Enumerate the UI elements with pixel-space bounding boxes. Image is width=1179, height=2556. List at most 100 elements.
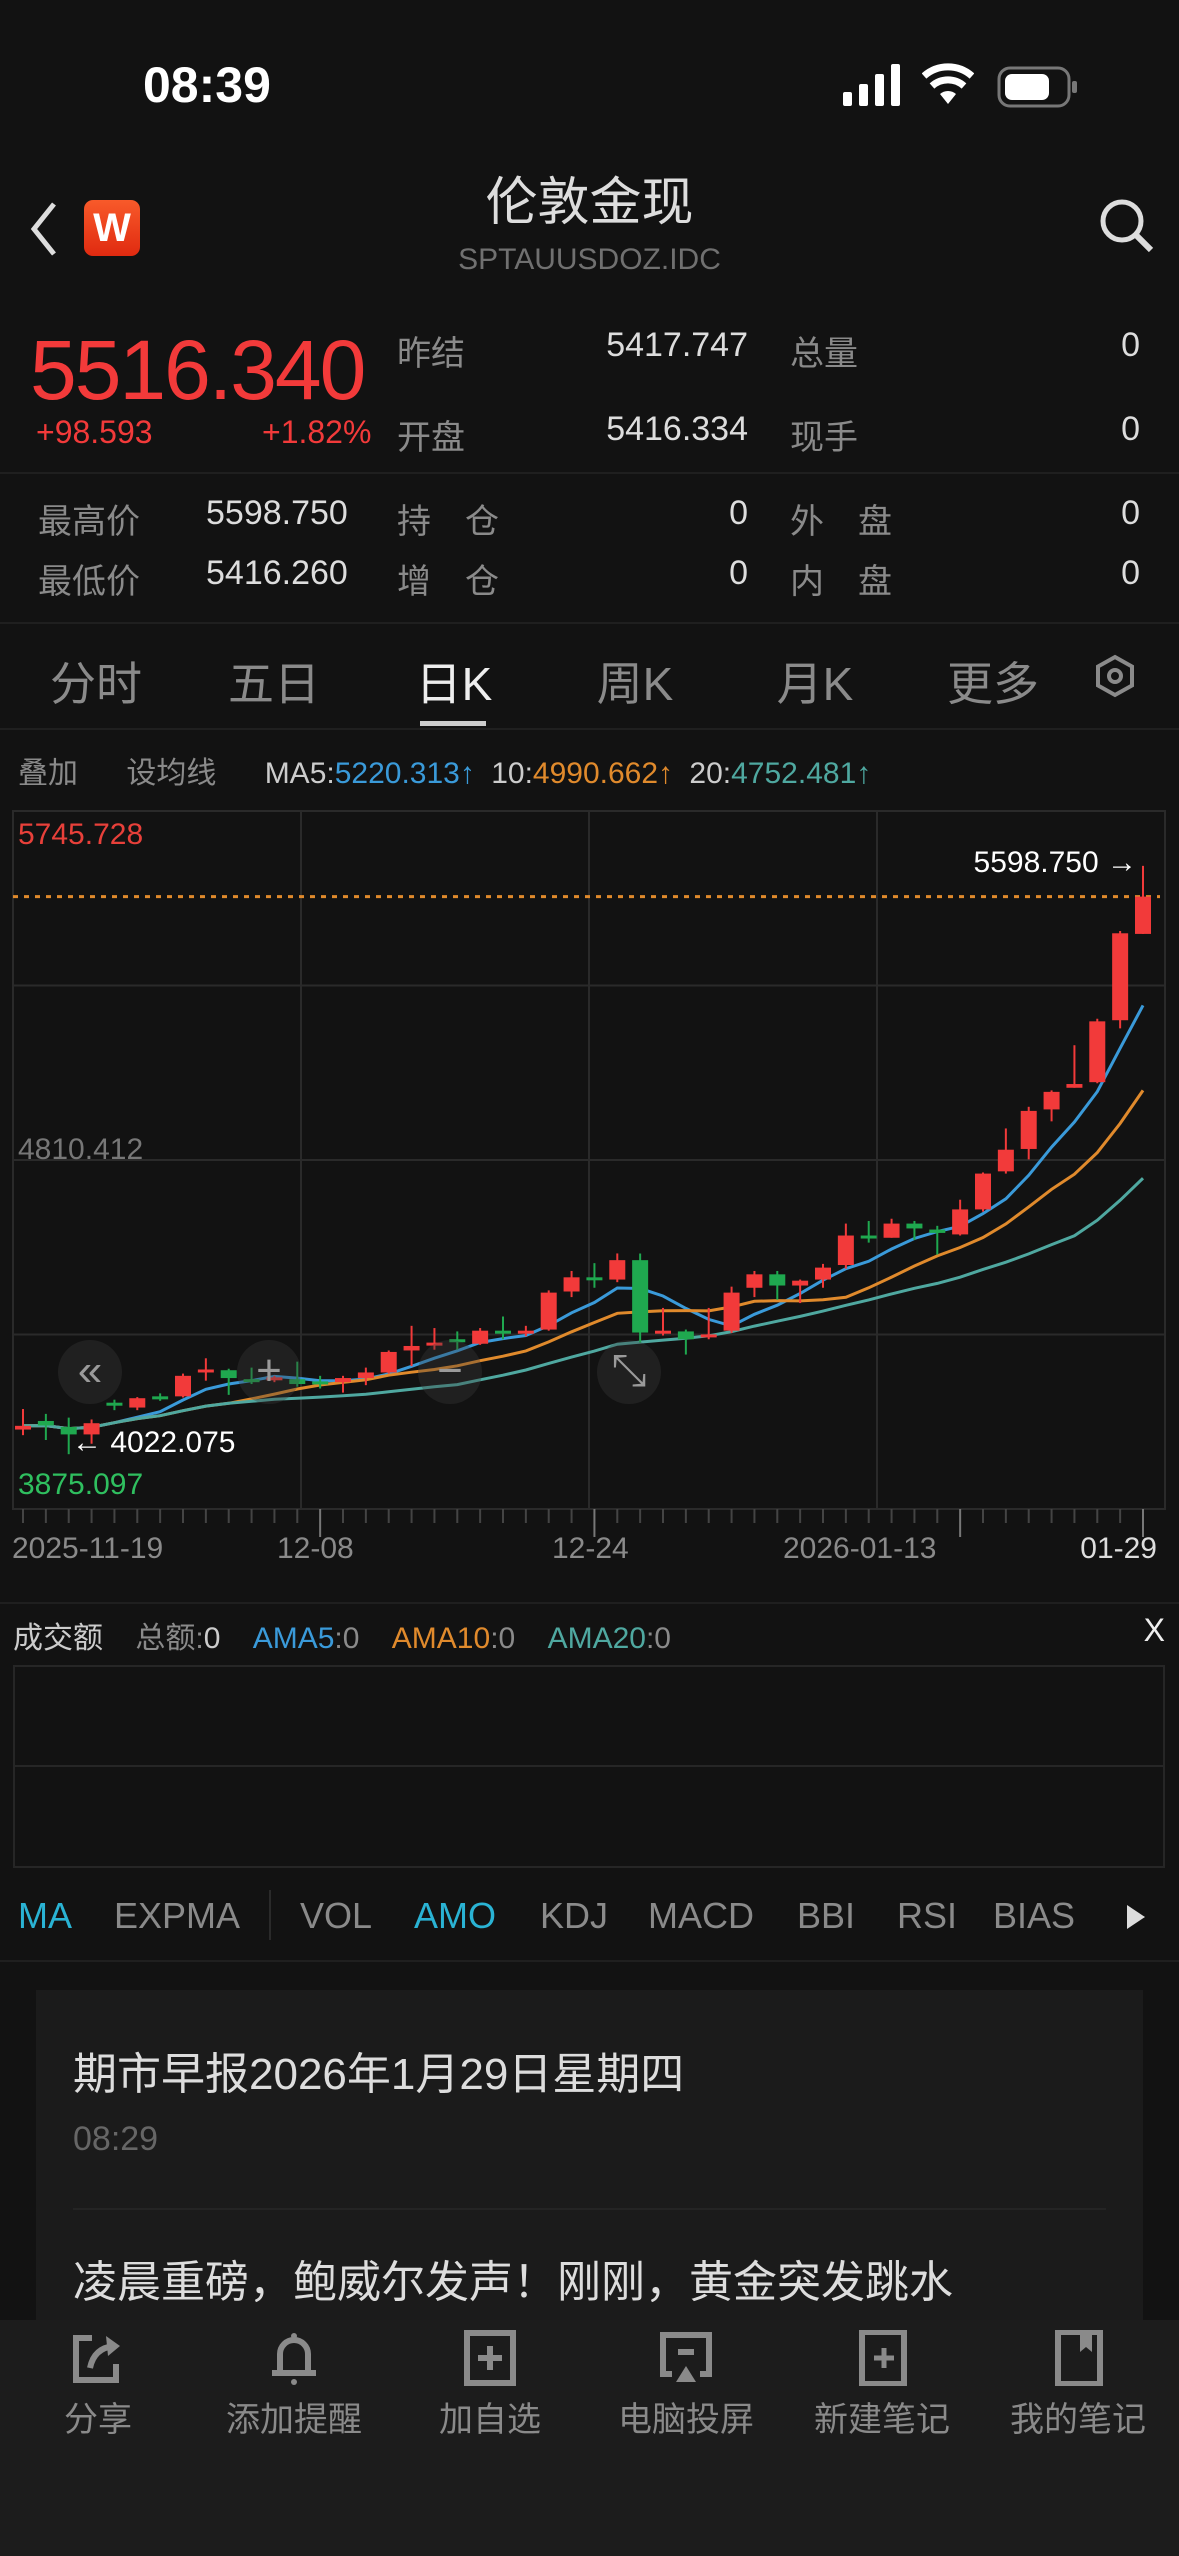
candle-body (449, 1339, 466, 1343)
back-icon[interactable] (28, 200, 60, 258)
candle-up (723, 1286, 740, 1333)
scroll-back-button[interactable]: « (58, 1340, 122, 1404)
candle-body (952, 1209, 969, 1235)
candle-body (792, 1280, 809, 1286)
news-divider (73, 2208, 1106, 2210)
candlestick-chart[interactable] (0, 800, 1179, 1540)
set-ma-button[interactable]: 设均线 (126, 757, 217, 790)
indicator-expma[interactable]: EXPMA (114, 1895, 241, 1936)
indicator-bias[interactable]: BIAS (993, 1895, 1076, 1936)
ma5-value: 5220.313↑ (334, 757, 475, 790)
candle-down (106, 1399, 123, 1411)
candle-body (540, 1292, 557, 1330)
candle-body (677, 1331, 694, 1340)
candle-up (517, 1325, 534, 1337)
status-time: 08:39 (143, 57, 271, 113)
news-card[interactable]: 期市早报2026年1月29日星期四 08:29 凌晨重磅，鲍威尔发声！刚刚，黄金… (36, 1990, 1143, 2330)
tab-weekly-k[interactable]: 周K (596, 658, 674, 710)
zoom-in-button[interactable]: + (237, 1340, 301, 1404)
news-title[interactable]: 期市早报2026年1月29日星期四 (73, 2050, 685, 2099)
candle-body (655, 1330, 671, 1334)
candle-up (175, 1373, 191, 1398)
fullscreen-button[interactable]: ⤡ (597, 1340, 661, 1404)
tab-five-day[interactable]: 五日 (228, 658, 320, 710)
page-title: 伦敦金现 (485, 174, 694, 232)
amount-chart (13, 1665, 1165, 1868)
candle-up (472, 1328, 489, 1345)
new-note-button[interactable]: 新建笔记 (784, 2330, 980, 2441)
label-outer: 外 盘 (790, 503, 892, 541)
chart-settings-icon[interactable] (1093, 654, 1137, 698)
candle-body (1020, 1110, 1037, 1149)
tab-monthly-k[interactable]: 月K (776, 658, 854, 710)
candle-body (197, 1369, 214, 1373)
zoom-out-button[interactable]: − (418, 1340, 482, 1404)
screen-cast-button[interactable]: 电脑投屏 (588, 2330, 784, 2441)
news-headline[interactable]: 凌晨重磅，鲍威尔发声！刚刚，黄金突发跳水 (73, 2258, 953, 2307)
tab-intraday[interactable]: 分时 (50, 658, 142, 710)
cast-icon (660, 2332, 712, 2382)
ama20-label: AMA20 (547, 1622, 646, 1655)
candle-body (175, 1375, 191, 1397)
candle-body (289, 1379, 306, 1385)
candle-up (1089, 1018, 1106, 1084)
tab-daily-k[interactable]: 日K (415, 658, 493, 710)
candle-body (243, 1379, 260, 1383)
more-indicators-arrow-icon[interactable] (1125, 1903, 1147, 1931)
total-label: 总额: (135, 1622, 204, 1655)
candle-body (1135, 896, 1151, 934)
screen-cast-label: 电脑投屏 (618, 2401, 754, 2439)
ma5-label: MA5: (264, 757, 335, 790)
candle-down (312, 1375, 329, 1389)
tab-more[interactable]: 更多 (947, 658, 1039, 710)
candle-up (792, 1279, 809, 1304)
indicator-kdj[interactable]: KDJ (540, 1895, 609, 1936)
indicator-vol[interactable]: VOL (300, 1895, 373, 1936)
indicator-amo[interactable]: AMO (414, 1895, 497, 1936)
indicator-macd[interactable]: MACD (648, 1895, 754, 1936)
candle-up (403, 1325, 420, 1367)
my-notes-button[interactable]: 我的笔记 (980, 2330, 1176, 2441)
candle-up (266, 1375, 283, 1383)
close-amount-panel-button[interactable]: X (1143, 1612, 1165, 1648)
candle-down (860, 1220, 877, 1243)
label-current-hand: 现手 (790, 419, 858, 457)
candle-up (335, 1375, 351, 1393)
last-price: 5516.340 (30, 323, 366, 417)
candle-down (586, 1263, 603, 1288)
search-icon[interactable] (1097, 196, 1157, 256)
app-logo: W (84, 200, 140, 256)
indicator-ma[interactable]: MA (18, 1895, 72, 1936)
label-prev-settle: 昨结 (397, 335, 465, 373)
my-notes-label: 我的笔记 (1010, 2401, 1146, 2439)
add-alert-label: 添加提醒 (226, 2401, 362, 2439)
value-low: 5416.260 (206, 554, 348, 592)
share-button[interactable]: 分享 (0, 2330, 196, 2441)
candle-down (495, 1316, 511, 1340)
add-watchlist-button[interactable]: 加自选 (392, 2330, 588, 2441)
candle-down (929, 1225, 946, 1255)
divider (0, 728, 1179, 730)
label-oi-change: 增 仓 (397, 563, 499, 601)
add-alert-button[interactable]: 添加提醒 (196, 2330, 392, 2441)
indicator-bbi[interactable]: BBI (797, 1895, 856, 1936)
candle-body (312, 1381, 329, 1385)
indicator-rsi[interactable]: RSI (897, 1895, 958, 1936)
candle-up (83, 1419, 100, 1444)
candle-body (632, 1260, 649, 1333)
x-label-end: 01-29 (1080, 1532, 1157, 1565)
candle-down (60, 1417, 77, 1455)
ma5-line (22, 1004, 1145, 1431)
candle-body (380, 1351, 397, 1373)
value-inner: 0 (1121, 554, 1140, 592)
active-tab-indicator (420, 721, 486, 726)
candle-up (563, 1270, 580, 1298)
share-label: 分享 (64, 2401, 132, 2439)
candle-body (357, 1372, 374, 1379)
value-oi-change: 0 (729, 554, 748, 592)
overlay-button[interactable]: 叠加 (18, 757, 78, 790)
candle-up (1135, 865, 1151, 934)
divider (0, 1602, 1179, 1604)
candle-body (152, 1396, 169, 1400)
candle-body (129, 1398, 146, 1408)
